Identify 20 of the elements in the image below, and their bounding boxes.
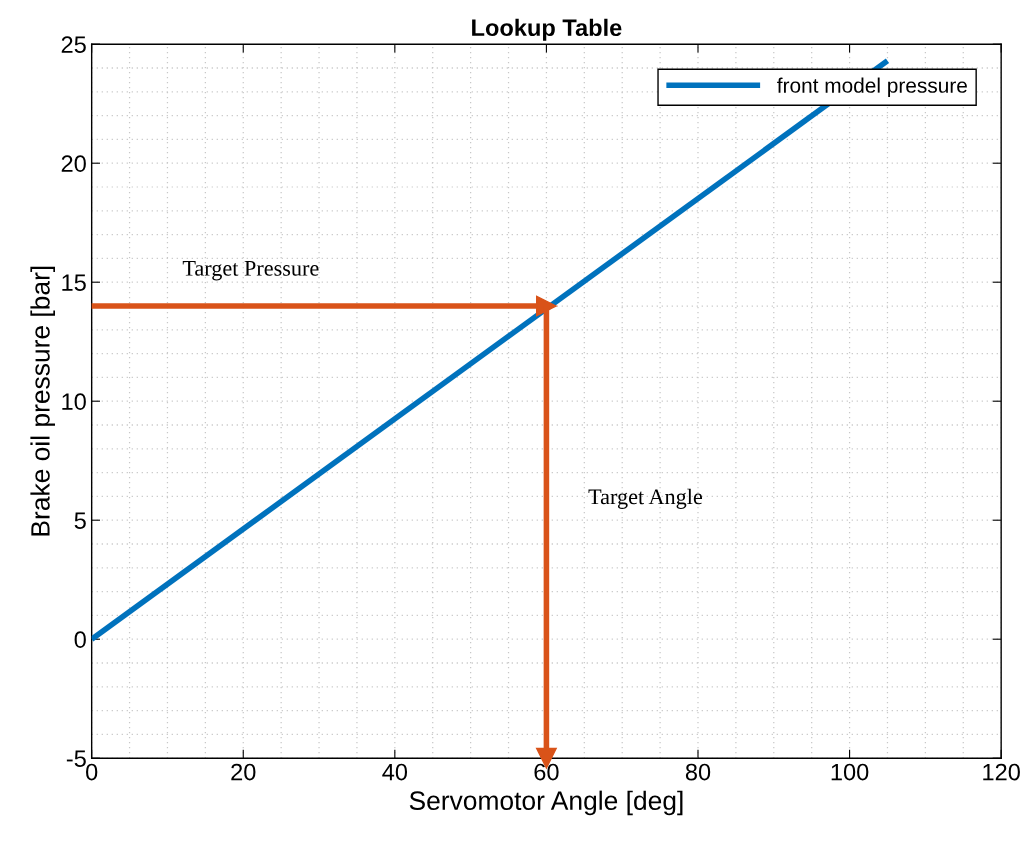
y-tick-label: 15 xyxy=(62,274,86,291)
chart-title: Lookup Table xyxy=(472,18,622,41)
x-tick-label: 60 xyxy=(534,763,559,781)
y-tick-label: 5 xyxy=(74,512,86,529)
legend-label: front model pressure xyxy=(777,77,967,97)
ref-line-label: Target Pressure xyxy=(182,261,319,281)
y-tick-label: 0 xyxy=(74,631,86,648)
x-tick-label: 120 xyxy=(983,763,1020,781)
y-tick-label: 20 xyxy=(61,155,86,172)
y-tick-label: 25 xyxy=(61,36,86,53)
x-axis-title: Servomotor Angle [deg] xyxy=(409,790,683,816)
x-tick-label: 0 xyxy=(86,763,98,781)
x-tick-label: 40 xyxy=(382,763,408,781)
x-tick-label: 20 xyxy=(231,763,256,781)
y-axis-title: Brake oil pressure [bar] xyxy=(30,266,55,536)
x-tick-label: 80 xyxy=(685,763,711,781)
x-tick-label: 100 xyxy=(831,763,869,781)
y-tick-label: 10 xyxy=(62,393,86,410)
y-tick-label: -5 xyxy=(66,750,86,767)
ref-line-label: Target Angle xyxy=(588,488,703,509)
